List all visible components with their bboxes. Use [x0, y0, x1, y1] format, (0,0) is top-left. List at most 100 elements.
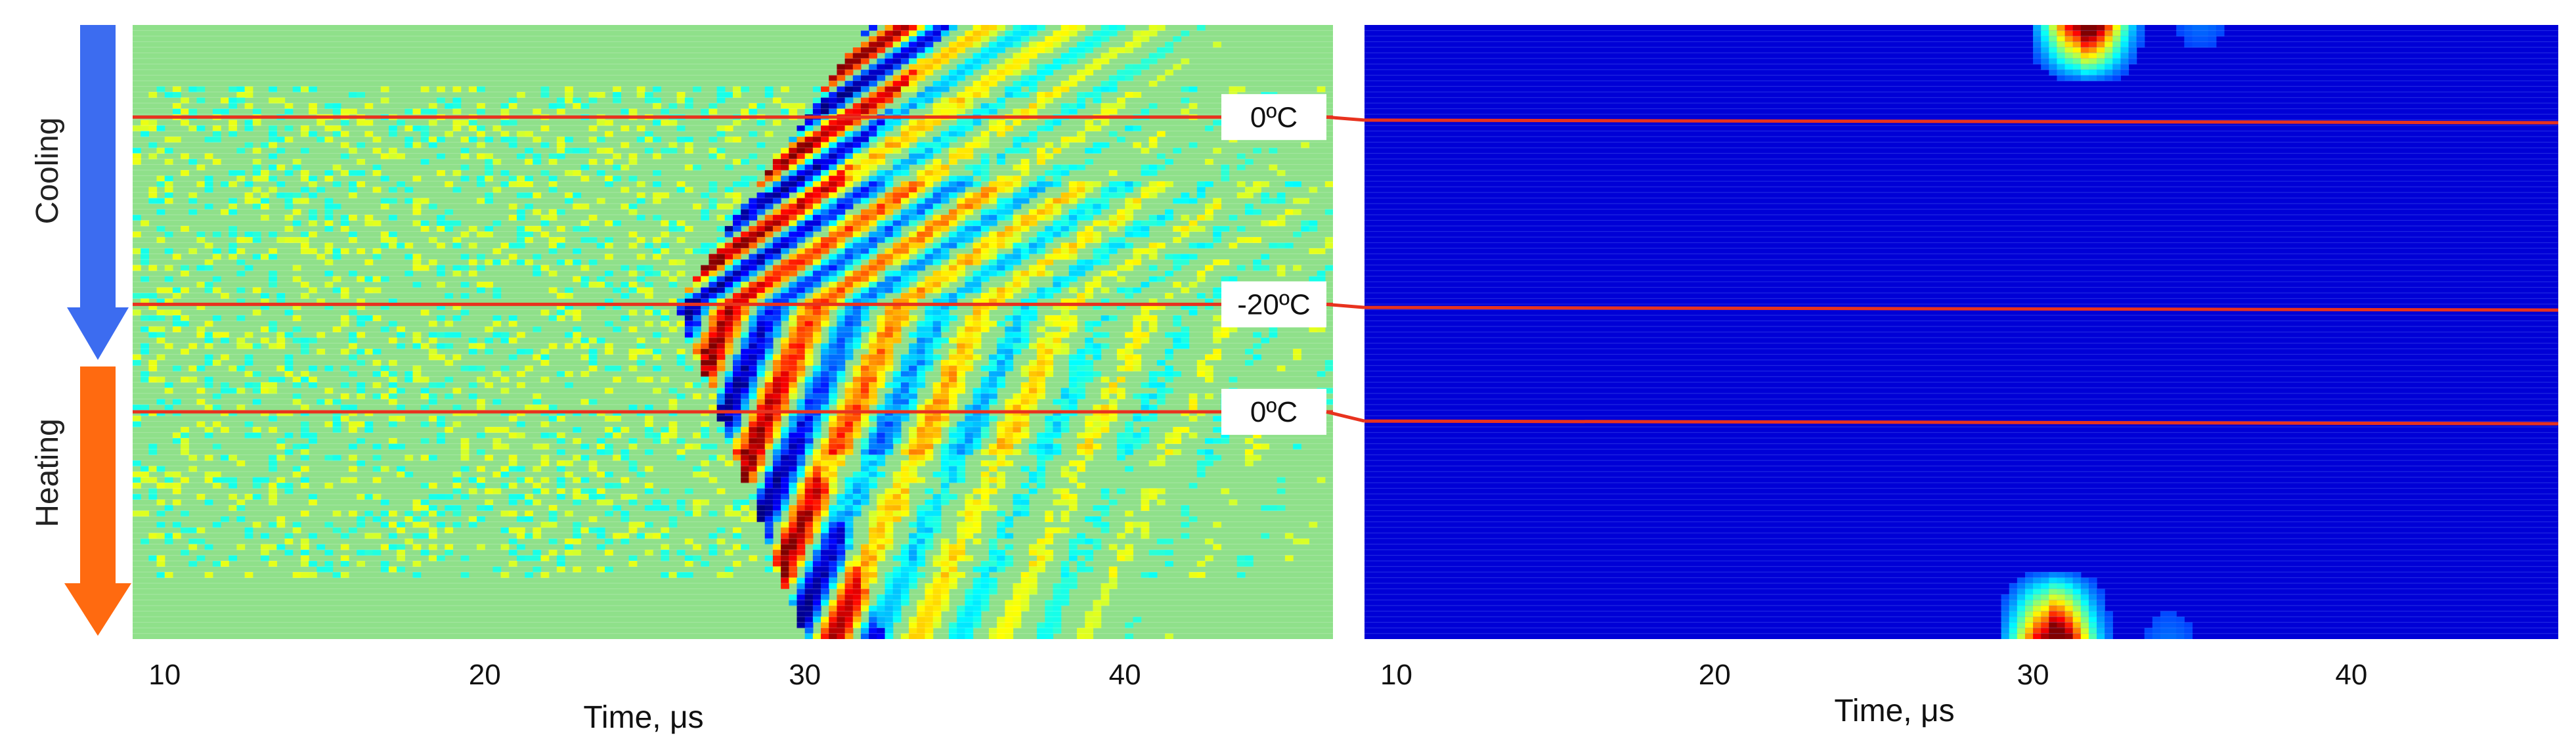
left-heatmap-cell	[997, 265, 1005, 271]
left-heatmap-cell	[1020, 226, 1030, 232]
left-heatmap-cell	[932, 30, 942, 37]
left-heatmap-cell	[508, 242, 517, 249]
left-heatmap-cell	[260, 326, 269, 332]
left-heatmap-cell	[932, 276, 942, 282]
left-heatmap-cell	[892, 226, 902, 232]
left-heatmap-cell	[797, 360, 806, 366]
left-heatmap-cell	[1309, 326, 1318, 332]
left-heatmap-cell	[1141, 282, 1150, 288]
left-heatmap-cell	[292, 315, 301, 321]
left-heatmap-cell	[980, 382, 990, 388]
left-heatmap-cell	[844, 510, 854, 517]
left-heatmap-cell	[940, 276, 950, 282]
left-heatmap-cell	[1028, 315, 1037, 321]
left-heatmap-cell	[884, 421, 894, 428]
left-heatmap-cell	[412, 516, 422, 522]
left-heatmap-cell	[860, 242, 869, 249]
left-heatmap-cell	[1093, 427, 1102, 433]
left-heatmap-cell	[972, 282, 982, 288]
left-heatmap-cell	[565, 510, 573, 517]
left-heatmap-cell	[1037, 466, 1045, 472]
left-heatmap-cell	[741, 388, 749, 394]
left-heatmap-cell	[516, 226, 525, 232]
left-heatmap-cell	[1277, 265, 1286, 271]
left-heatmap-cell	[716, 354, 726, 361]
left-heatmap-cell	[1013, 343, 1022, 349]
left-heatmap-cell	[821, 276, 829, 282]
left-heatmap-cell	[661, 231, 670, 238]
left-heatmap-cell	[1277, 271, 1286, 277]
left-heatmap-cell	[997, 449, 1005, 455]
left-heatmap-cell	[1028, 131, 1037, 137]
left-heatmap-cell	[573, 455, 582, 461]
left-heatmap-cell	[917, 354, 926, 361]
left-heatmap-cell	[540, 488, 550, 495]
left-heatmap-cell	[540, 86, 550, 93]
left-heatmap-cell	[957, 231, 966, 238]
left-heatmap-cell	[869, 64, 877, 70]
left-heatmap-cell	[372, 276, 382, 282]
left-heatmap-cell	[204, 242, 213, 249]
left-heatmap-cell	[661, 248, 670, 254]
left-heatmap-cell	[428, 237, 437, 243]
left-heatmap-cell	[605, 349, 613, 355]
left-heatmap-cell	[716, 131, 726, 137]
left-heatmap-cell	[388, 338, 397, 344]
left-heatmap-cell	[789, 326, 798, 332]
left-heatmap-cell	[676, 181, 686, 187]
left-heatmap-cell	[1181, 97, 1190, 104]
left-heatmap-cell	[676, 92, 686, 98]
left-heatmap-cell	[764, 215, 774, 221]
left-heatmap-cell	[533, 226, 542, 232]
left-heatmap-cell	[445, 293, 454, 299]
left-heatmap-cell	[508, 416, 517, 422]
left-heatmap-cell	[1077, 460, 1085, 466]
left-heatmap-cell	[877, 181, 886, 187]
left-heatmap-cell	[804, 321, 814, 327]
left-heatmap-cell	[477, 483, 485, 489]
left-heatmap-cell	[276, 97, 286, 104]
left-heatmap-cell	[972, 242, 982, 249]
left-heatmap-cell	[812, 142, 821, 148]
left-heatmap-cell	[1093, 276, 1102, 282]
left-heatmap-cell	[716, 393, 726, 399]
left-heatmap-cell	[229, 242, 238, 249]
left-heatmap-cell	[636, 215, 645, 221]
left-heatmap-cell	[844, 477, 854, 483]
left-heatmap-cell	[772, 254, 781, 260]
left-heatmap-cell	[869, 41, 877, 48]
left-heatmap-cell	[837, 75, 846, 81]
left-heatmap-cell	[980, 304, 990, 310]
left-heatmap-cell	[772, 432, 781, 439]
left-heatmap-cell	[877, 75, 886, 81]
left-heatmap-cell	[949, 175, 957, 182]
left-heatmap-cell	[1108, 399, 1118, 405]
left-heatmap-cell	[957, 131, 966, 137]
left-heatmap-cell	[372, 382, 382, 388]
left-heatmap-cell	[852, 343, 862, 349]
left-heatmap-cell	[236, 97, 246, 104]
left-heatmap-cell	[860, 449, 869, 455]
left-heatmap-cell	[349, 271, 357, 277]
left-heatmap-cell	[980, 81, 990, 87]
left-heatmap-cell	[804, 304, 814, 310]
left-heatmap-cell	[573, 338, 582, 344]
left-heatmap-cell	[812, 393, 821, 399]
left-heatmap-cell	[1133, 287, 1142, 294]
left-heatmap-cell	[388, 438, 397, 444]
left-heatmap-cell	[460, 494, 469, 500]
left-heatmap-cell	[1261, 192, 1270, 198]
left-heatmap-cell	[1068, 298, 1078, 305]
left-heatmap-cell	[477, 516, 485, 522]
left-heatmap-cell	[1133, 125, 1142, 131]
left-heatmap-cell	[693, 304, 701, 310]
left-heatmap-cell	[1053, 254, 1062, 260]
left-heatmap-cell	[548, 153, 557, 160]
left-heatmap-cell	[804, 472, 814, 477]
left-heatmap-cell	[1156, 220, 1166, 227]
left-heatmap-cell	[452, 86, 462, 93]
left-heatmap-cell	[925, 399, 934, 405]
left-heatmap-cell	[837, 315, 846, 321]
left-heatmap-cell	[821, 321, 829, 327]
left-heatmap-cell	[485, 231, 493, 238]
